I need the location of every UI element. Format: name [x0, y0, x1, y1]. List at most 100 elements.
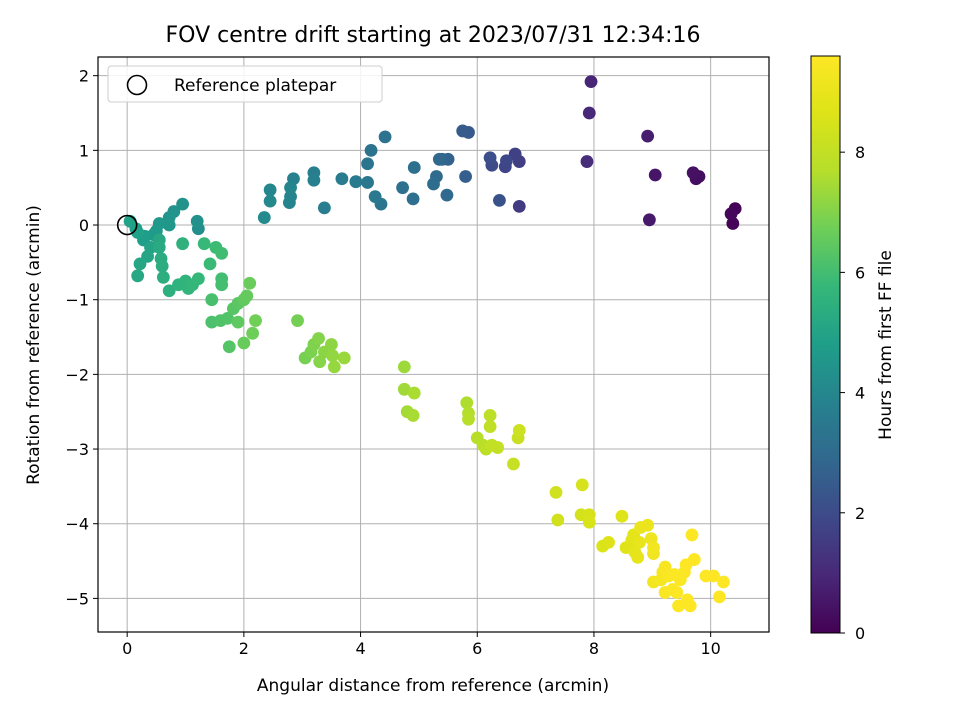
x-axis-label: Angular distance from reference (arcmin) [257, 676, 609, 696]
data-point [205, 293, 219, 307]
y-tick-label: −3 [65, 440, 89, 459]
legend-label: Reference platepar [174, 76, 336, 96]
data-point [131, 226, 145, 239]
data-point [493, 193, 506, 207]
data-point [551, 513, 565, 527]
y-tick-label: −5 [65, 589, 89, 608]
data-point [432, 152, 446, 166]
colorbar-gradient [810, 55, 841, 634]
colorbar-label: Hours from first FF file [876, 250, 896, 440]
data-point [263, 194, 277, 208]
data-point [237, 336, 251, 350]
x-tick-label: 2 [239, 639, 249, 658]
data-point [176, 197, 190, 211]
data-point [364, 143, 378, 157]
data-point [378, 130, 392, 144]
data-point [440, 188, 454, 202]
data-point [582, 106, 596, 120]
colorbar-ticks: 0 2 4 6 8 [840, 143, 865, 643]
data-point [324, 338, 338, 351]
data-point [462, 412, 475, 426]
y-tick-label: −4 [65, 515, 89, 534]
data-point [483, 151, 497, 165]
data-point [337, 351, 351, 365]
x-tick-label: 8 [589, 639, 599, 658]
data-point [687, 553, 701, 566]
data-point [133, 257, 147, 271]
data-point [683, 599, 697, 613]
data-point [483, 409, 497, 422]
x-tick-label: 6 [472, 639, 482, 658]
data-point [397, 360, 411, 374]
data-point [131, 269, 145, 283]
reference-platepar-marker [116, 214, 138, 236]
x-tick-label: 4 [355, 639, 365, 658]
data-point [686, 166, 700, 180]
legend: Reference platepar [107, 65, 383, 103]
data-point [647, 541, 660, 555]
data-point [307, 173, 321, 187]
data-point [349, 175, 363, 189]
data-point [406, 192, 420, 206]
data-point [483, 420, 497, 434]
data-point [317, 201, 331, 215]
data-point [406, 409, 420, 422]
data-point [282, 196, 296, 210]
data-point [507, 457, 520, 471]
data-point [222, 340, 236, 354]
y-tick-label: 2 [79, 67, 89, 86]
data-point [508, 147, 522, 161]
data-point [633, 535, 646, 549]
data-point [152, 241, 166, 254]
data-point [263, 183, 277, 197]
data-point [407, 161, 421, 174]
data-point [512, 423, 526, 437]
data-point [156, 270, 170, 284]
data-point [642, 213, 656, 227]
data-point [631, 550, 645, 564]
data-point [602, 535, 615, 549]
y-axis-ticks: −5 −4 −3 −2 −1 0 1 2 [65, 67, 98, 608]
data-point [176, 237, 190, 251]
data-point [584, 75, 598, 89]
legend-box [107, 65, 383, 103]
y-tick-label: 1 [79, 141, 89, 160]
data-point [257, 211, 271, 224]
data-point [648, 168, 662, 182]
y-tick-label: −2 [65, 365, 89, 384]
data-point [582, 515, 596, 529]
x-tick-label: 10 [700, 639, 720, 658]
y-axis-label: Rotation from reference (arcmin) [24, 205, 44, 485]
data-point [246, 326, 260, 340]
data-point [221, 311, 234, 325]
x-axis-ticks: 0 2 4 6 8 10 [122, 632, 721, 658]
data-point [240, 289, 254, 303]
data-point [215, 246, 229, 260]
data-point [335, 172, 349, 186]
grid-lines [98, 57, 769, 632]
data-point [575, 478, 589, 492]
data-point [397, 382, 411, 396]
y-tick-label: −1 [65, 291, 89, 310]
data-point [713, 590, 726, 604]
data-point [670, 586, 684, 599]
data-point [724, 207, 738, 221]
data-point [396, 181, 409, 195]
data-point [460, 396, 474, 410]
data-point [203, 257, 217, 271]
data-point [427, 177, 440, 191]
data-point [512, 199, 526, 213]
data-point [155, 259, 169, 273]
data-point [641, 129, 655, 143]
data-point [580, 155, 594, 168]
data-point [707, 569, 720, 583]
data-point [407, 386, 421, 400]
data-point [717, 575, 730, 589]
data-point [459, 170, 472, 183]
x-tick-label: 0 [122, 639, 132, 658]
colorbar: 0 2 4 6 8 Hours from first FF file [810, 55, 896, 643]
chart-title: FOV centre drift starting at 2023/07/31 … [166, 23, 701, 48]
data-point [491, 441, 505, 454]
legend-marker-reference [126, 74, 148, 96]
